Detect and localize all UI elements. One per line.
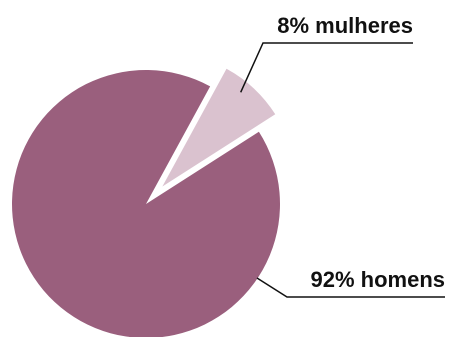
slice-label-homens: 92% homens bbox=[311, 267, 446, 292]
leader-line-homens bbox=[256, 277, 445, 298]
slice-label-mulheres: 8% mulheres bbox=[277, 13, 413, 38]
leader-lines-layer bbox=[240, 42, 445, 298]
slices-layer bbox=[12, 68, 280, 337]
leader-line-mulheres bbox=[240, 42, 413, 93]
pie-slice-homens bbox=[12, 69, 280, 337]
pie-slice-mulheres bbox=[162, 68, 276, 187]
